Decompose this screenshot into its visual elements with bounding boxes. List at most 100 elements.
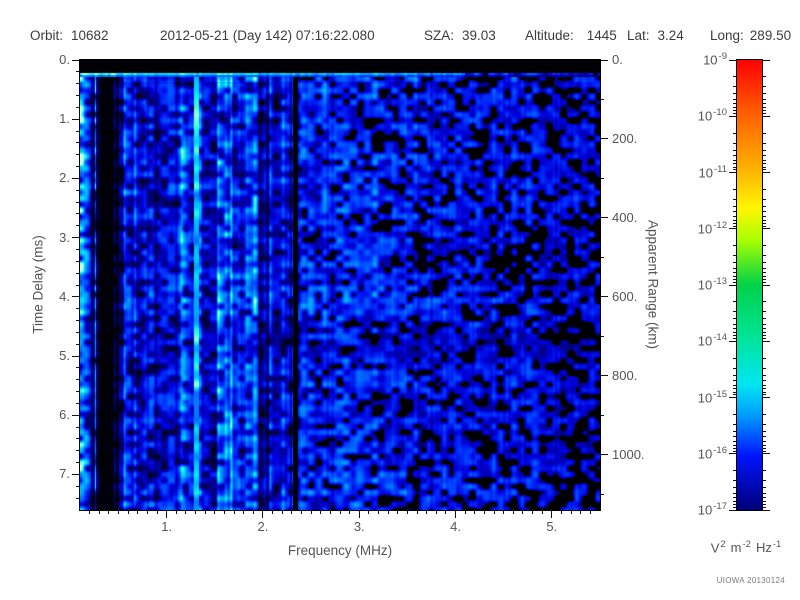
y-minor-tick <box>76 142 80 144</box>
colorbar-minor-tick <box>733 205 737 207</box>
colorbar-minor-tick <box>733 447 737 449</box>
colorbar-minor-tick <box>733 93 737 95</box>
colorbar-minor-tick <box>762 205 766 207</box>
y-tick-label: 3. <box>59 229 70 245</box>
y-minor-tick <box>76 166 80 168</box>
colorbar-minor-tick <box>733 110 737 112</box>
x-minor-tick <box>310 510 312 514</box>
x-minor-tick <box>522 510 524 514</box>
colorbar-minor-tick <box>762 93 766 95</box>
y-minor-tick <box>76 189 80 191</box>
colorbar-minor-tick <box>762 492 766 494</box>
colorbar-minor-tick <box>762 281 766 283</box>
x-major-tick <box>551 510 553 518</box>
colorbar-minor-tick <box>762 450 766 452</box>
colorbar-unit-label: V2 m-2 Hz-1 <box>646 539 800 555</box>
range-tick-label: 200. <box>612 130 638 146</box>
colorbar-major-tick <box>762 59 770 61</box>
colorbar-minor-tick <box>733 211 737 213</box>
colorbar-minor-tick <box>762 436 766 438</box>
x-minor-tick <box>320 510 322 514</box>
y-minor-tick <box>76 462 80 464</box>
colorbar-minor-tick <box>733 450 737 452</box>
colorbar-gradient <box>737 60 762 510</box>
colorbar-minor-tick <box>762 211 766 213</box>
altitude-value: 1445 <box>586 28 617 43</box>
colorbar-minor-tick <box>733 107 737 109</box>
y-minor-tick <box>76 320 80 322</box>
range-tick-label: 0. <box>612 52 623 67</box>
y-minor-tick <box>76 426 80 428</box>
x-minor-tick <box>589 510 591 514</box>
colorbar-minor-tick <box>762 279 766 281</box>
colorbar-minor-tick <box>733 98 737 100</box>
y-major-tick <box>72 473 80 475</box>
x-minor-tick <box>214 510 216 514</box>
colorbar-tick-label: 10-11 <box>698 163 728 180</box>
y-tick-label: 0. <box>59 52 70 67</box>
x-minor-tick <box>512 510 514 514</box>
colorbar-minor-tick <box>733 132 737 134</box>
colorbar-minor-tick <box>733 470 737 472</box>
y-major-tick <box>72 59 80 61</box>
colorbar-minor-tick <box>733 332 737 334</box>
x-tick-label: 5. <box>546 519 558 534</box>
y-minor-tick <box>76 260 80 262</box>
y-minor-tick <box>76 95 80 97</box>
orbit-value: 10682 <box>71 28 109 43</box>
x-minor-tick <box>233 510 235 514</box>
y-minor-tick <box>76 284 80 286</box>
colorbar-major-tick <box>729 228 737 230</box>
y-minor-tick <box>76 308 80 310</box>
x-minor-tick <box>570 510 572 514</box>
colorbar-major-tick <box>762 115 770 117</box>
y-minor-tick <box>76 71 80 73</box>
x-minor-tick <box>252 510 254 514</box>
colorbar-minor-tick <box>733 492 737 494</box>
colorbar-minor-tick <box>762 487 766 489</box>
colorbar-minor-tick <box>762 301 766 303</box>
x-minor-tick <box>580 510 582 514</box>
colorbar-major-tick <box>762 397 770 398</box>
colorbar-minor-tick <box>762 107 766 109</box>
colorbar-minor-tick <box>733 318 737 320</box>
colorbar-minor-tick <box>762 272 766 274</box>
y-minor-tick <box>76 154 80 156</box>
colorbar-major-tick <box>729 453 737 455</box>
x-minor-tick <box>435 510 437 514</box>
colorbar-minor-tick <box>762 215 766 217</box>
y-major-tick <box>72 118 80 120</box>
colorbar-minor-tick <box>762 198 766 200</box>
colorbar-minor-tick <box>733 103 737 105</box>
colorbar-minor-tick <box>733 279 737 281</box>
colorbar-minor-tick <box>733 215 737 217</box>
x-minor-tick <box>445 510 447 514</box>
colorbar-minor-tick <box>733 367 737 369</box>
colorbar-minor-tick <box>733 166 737 168</box>
x-minor-tick <box>118 510 120 514</box>
x-minor-tick <box>560 510 562 514</box>
colorbar-tick-label: 10-13 <box>697 276 727 293</box>
range-tick-label: 600. <box>612 288 638 304</box>
colorbar-minor-tick <box>762 103 766 105</box>
long-value: 289.50 <box>749 28 792 43</box>
y-minor-tick <box>76 438 80 440</box>
y-minor-tick <box>76 402 80 404</box>
colorbar-minor-tick <box>762 480 766 482</box>
colorbar-minor-tick <box>762 149 766 151</box>
colorbar-minor-tick <box>762 267 766 269</box>
x-minor-tick <box>223 510 225 514</box>
colorbar-minor-tick <box>733 76 737 78</box>
range-minor-tick <box>600 493 604 495</box>
y-major-tick <box>72 355 80 357</box>
unit-volts-exponent: 2 <box>720 539 726 550</box>
colorbar-minor-tick <box>733 155 737 157</box>
colorbar-minor-tick <box>733 113 737 115</box>
y-tick-label: 1. <box>59 111 70 127</box>
colorbar-minor-tick <box>762 335 766 337</box>
x-tick-label: 1. <box>161 519 173 534</box>
x-minor-tick <box>108 510 110 514</box>
datetime-value: 2012-05-21 (Day 142) 07:16:22.080 <box>160 28 375 43</box>
colorbar-minor-tick <box>733 222 737 224</box>
y-minor-tick <box>76 367 80 369</box>
